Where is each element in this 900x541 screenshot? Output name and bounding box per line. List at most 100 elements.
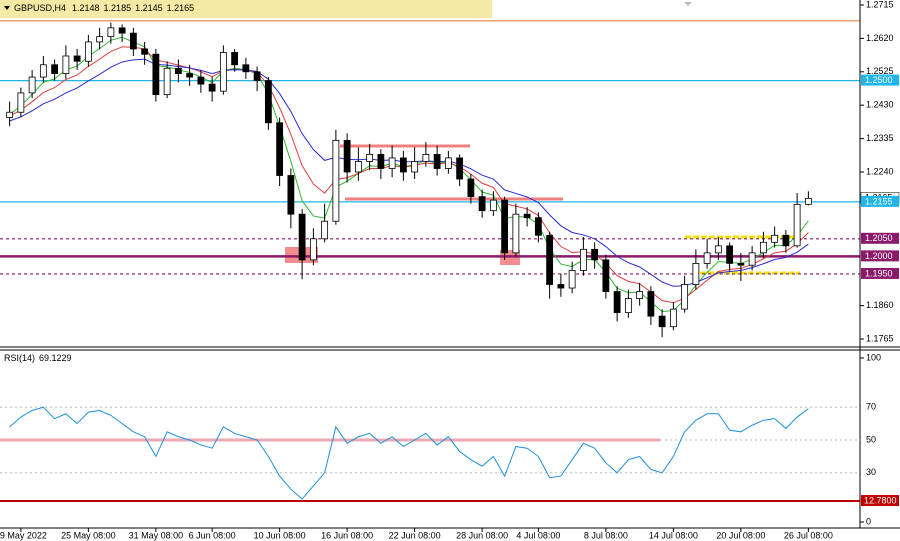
header-low: 1.2145 — [135, 3, 163, 13]
symbol: GBPUSD,H4 — [14, 3, 66, 13]
x-tick-label: 19 May 2022 — [0, 530, 47, 540]
level-label-box — [861, 232, 899, 244]
x-tick-label: 20 Jul 08:00 — [716, 530, 765, 540]
candle-body — [591, 248, 599, 261]
candle-body — [129, 32, 137, 50]
x-tick-label: 26 Jul 08:00 — [784, 530, 833, 540]
candle-body — [703, 252, 711, 264]
candle-body — [692, 263, 700, 285]
x-tick-label: 6 Jun 08:00 — [189, 530, 236, 540]
candle-body — [276, 122, 284, 176]
candle-body — [366, 154, 374, 162]
rsi-header: RSI(14) 69.1229 — [4, 353, 72, 363]
candle-body — [118, 27, 126, 34]
candle-body — [231, 52, 239, 66]
candle-body — [287, 175, 295, 215]
candle-body — [613, 291, 621, 314]
rsi-line — [9, 406, 809, 500]
candle-body — [771, 234, 779, 243]
y-tick-label: 1.2240 — [866, 166, 894, 176]
x-tick-label: 31 May 08:00 — [129, 530, 184, 540]
rsi-tick-label: 0 — [866, 516, 871, 526]
candle-body — [726, 245, 734, 264]
candle-body — [309, 238, 317, 261]
x-tick-label: 8 Jul 08:00 — [584, 530, 628, 540]
candle-body — [107, 27, 115, 38]
y-tick-label: 1.2715 — [866, 0, 894, 9]
header-arrow — [4, 6, 10, 10]
candle-body — [62, 55, 70, 74]
header: GBPUSD,H4 1.2148 1.2185 1.2145 1.2165 — [14, 3, 194, 13]
candle-body — [568, 270, 576, 289]
candle-body — [579, 248, 587, 271]
candle-body — [28, 76, 36, 94]
candle-body — [141, 48, 149, 55]
candle-body — [399, 157, 407, 173]
candle-body — [186, 73, 194, 78]
shift-marker — [684, 2, 692, 6]
level-label: 1.2000 — [865, 251, 893, 261]
candle-body — [411, 161, 419, 173]
x-tick-label: 14 Jul 08:00 — [649, 530, 698, 540]
header-close: 1.2165 — [167, 3, 195, 13]
rsi-tick-label: 70 — [866, 402, 876, 412]
rsi-level-label: 12.7800 — [864, 495, 897, 505]
x-tick-label: 25 May 08:00 — [61, 530, 116, 540]
candle-body — [298, 213, 306, 261]
moving-average — [9, 58, 809, 287]
x-tick-label: 16 Jun 08:00 — [321, 530, 373, 540]
rsi-tick-label: 100 — [866, 352, 881, 362]
candle-body — [624, 298, 632, 314]
candle-body — [332, 139, 340, 222]
candle-body — [489, 199, 497, 212]
candle-body — [681, 284, 689, 310]
candle-body — [51, 64, 59, 74]
level-label-box — [861, 74, 899, 86]
rsi-title: RSI(14) — [4, 353, 35, 363]
candle-body — [748, 252, 756, 266]
y-tick-label: 1.2620 — [866, 33, 894, 43]
candle-body — [208, 83, 216, 92]
candle-body — [444, 157, 452, 169]
candle-body — [467, 178, 475, 198]
candle-body — [242, 64, 250, 73]
candle-body — [6, 111, 14, 118]
rsi-current: 69.1229 — [39, 353, 72, 363]
candle-body — [669, 308, 677, 328]
candle-body — [546, 234, 554, 285]
candle-body — [321, 220, 329, 240]
y-tick-label: 1.1765 — [866, 333, 894, 343]
rsi-tick-label: 30 — [866, 467, 876, 477]
candle-body — [433, 154, 441, 169]
plot — [0, 20, 860, 503]
candle-body — [512, 213, 520, 254]
candle-body — [354, 161, 362, 173]
candle-body — [84, 41, 92, 62]
level-label: 1.2050 — [865, 233, 893, 243]
candle-body — [804, 197, 812, 205]
candle-body — [501, 199, 509, 254]
header-bar — [0, 0, 492, 18]
candle-body — [658, 315, 666, 328]
candle-body — [152, 53, 160, 96]
candle-body — [253, 71, 261, 81]
x-tick-label: 4 Jul 08:00 — [516, 530, 560, 540]
level-label-box — [861, 250, 899, 262]
candle-body — [39, 64, 47, 78]
candle-body — [714, 245, 722, 254]
candle-body — [174, 67, 182, 74]
candle-body — [782, 234, 790, 247]
candle-body — [523, 213, 531, 219]
y-tick-label: 1.2525 — [866, 66, 894, 76]
x-tick-label: 10 Jun 08:00 — [254, 530, 306, 540]
level-label: 1.2155 — [865, 196, 893, 206]
y-tick-label: 1.2430 — [866, 100, 894, 110]
level-label-box — [861, 267, 899, 279]
candle-body — [602, 259, 610, 292]
candle-body — [534, 217, 542, 236]
candle-body — [163, 67, 171, 96]
candle-body — [264, 80, 272, 124]
x-tick-label: 22 Jun 08:00 — [389, 530, 441, 540]
